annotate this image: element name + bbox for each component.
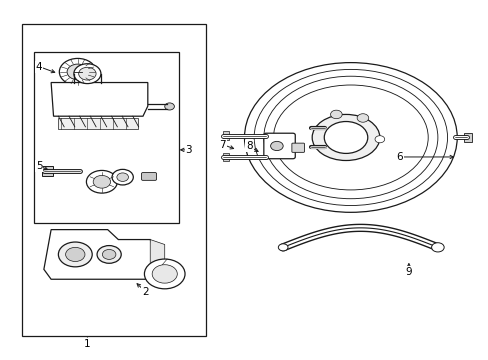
Circle shape (164, 103, 174, 110)
Circle shape (117, 173, 128, 181)
FancyBboxPatch shape (291, 143, 304, 152)
FancyBboxPatch shape (264, 133, 295, 159)
Circle shape (86, 170, 117, 193)
Circle shape (58, 242, 92, 267)
Circle shape (324, 122, 367, 153)
Text: 3: 3 (185, 145, 192, 155)
Circle shape (330, 110, 342, 119)
Circle shape (112, 169, 133, 185)
Circle shape (144, 259, 184, 289)
Circle shape (65, 247, 85, 261)
Bar (22, 24, 205, 336)
Text: 1: 1 (84, 339, 90, 349)
Text: 8: 8 (245, 141, 252, 151)
Text: 7: 7 (219, 140, 225, 149)
Circle shape (67, 64, 88, 80)
FancyBboxPatch shape (141, 172, 156, 180)
Circle shape (59, 58, 96, 85)
Polygon shape (464, 133, 471, 142)
Bar (34, 53, 179, 222)
Circle shape (97, 246, 121, 263)
Ellipse shape (273, 85, 427, 190)
Circle shape (102, 249, 116, 260)
Circle shape (79, 67, 96, 80)
Ellipse shape (311, 114, 379, 161)
Circle shape (74, 64, 101, 84)
Polygon shape (51, 82, 147, 116)
Polygon shape (223, 131, 228, 140)
Polygon shape (44, 230, 155, 279)
Text: 5: 5 (36, 161, 42, 171)
Polygon shape (150, 239, 164, 279)
Circle shape (431, 243, 443, 252)
Circle shape (278, 244, 287, 251)
Bar (58, 118, 138, 129)
Polygon shape (223, 153, 228, 161)
Text: 9: 9 (405, 267, 411, 277)
Text: 6: 6 (395, 152, 402, 162)
Circle shape (356, 114, 368, 122)
Text: 2: 2 (142, 287, 148, 297)
Circle shape (374, 136, 384, 143)
Polygon shape (42, 166, 53, 176)
Circle shape (93, 175, 110, 188)
Circle shape (152, 265, 177, 283)
Circle shape (270, 141, 283, 150)
Text: 4: 4 (36, 62, 42, 72)
